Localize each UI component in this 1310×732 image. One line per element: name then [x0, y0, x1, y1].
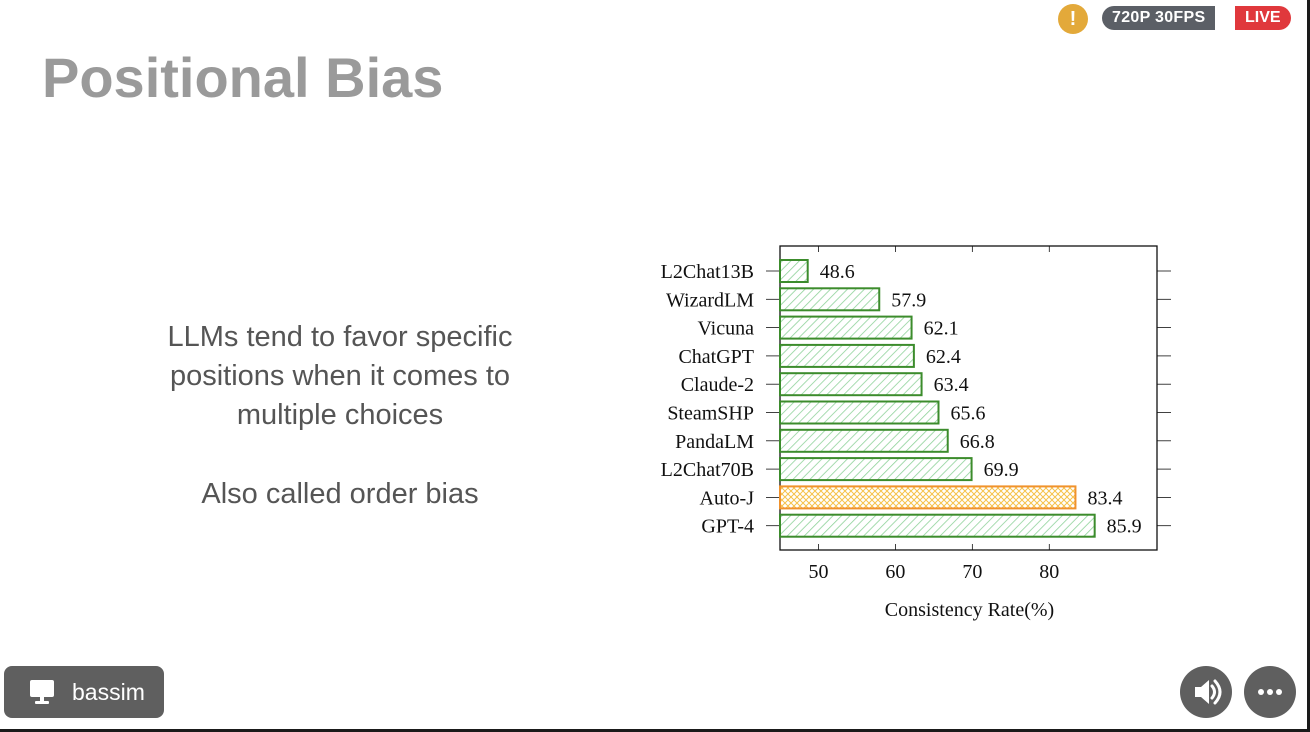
category-label: GPT-4 [701, 516, 754, 538]
x-tick-label: 70 [962, 561, 982, 583]
bar-claude-2 [779, 372, 923, 397]
bar-auto-j [779, 485, 1077, 510]
category-label: PandaLM [675, 431, 754, 453]
category-label: SteamSHP [667, 403, 754, 425]
value-label: 57.9 [891, 289, 926, 311]
category-label: L2Chat70B [661, 459, 754, 481]
value-label: 65.6 [950, 403, 985, 425]
more-options-button[interactable] [1244, 666, 1296, 718]
category-label: Claude-2 [681, 374, 754, 396]
bar-chatgpt [779, 343, 915, 368]
value-label: 48.6 [820, 261, 855, 283]
bullet-text-2: Also called order bias [201, 478, 479, 510]
bullet-spacer [120, 435, 560, 475]
presenter-chip[interactable]: bassim [4, 666, 164, 718]
plot-frame [779, 245, 1158, 551]
live-badge: LIVE [1235, 6, 1291, 30]
consistency-rate-bar-chart: 50 60 70 80 Consistency Rate(%) L2Chat13B 48.6… [661, 245, 1171, 621]
audio-button[interactable] [1180, 666, 1232, 718]
bar-vicuna [779, 315, 913, 340]
bar-pandalm [779, 428, 949, 453]
value-label: 63.4 [934, 374, 969, 396]
presenter-name: bassim [72, 679, 145, 705]
bar-gpt-4 [779, 513, 1096, 538]
category-label: Vicuna [697, 318, 754, 340]
category-label: Auto-J [700, 487, 755, 509]
more-horizontal-icon [1244, 689, 1296, 722]
speaker-icon [1180, 679, 1232, 722]
bullet-text-1: LLMs tend to favor specific positions wh… [167, 321, 513, 431]
x-tick-label: 50 [808, 561, 828, 583]
value-label: 85.9 [1107, 516, 1142, 538]
bar-l2chat70b [779, 457, 973, 482]
screen-share-icon [28, 678, 56, 711]
value-label: 62.1 [924, 318, 959, 340]
bar-steamshp [779, 400, 940, 425]
window-border-right [1307, 0, 1310, 732]
bar-l2chat13b [779, 259, 809, 283]
stream-quality-badge: 720P 30FPS [1102, 6, 1216, 30]
value-label: 83.4 [1087, 487, 1122, 509]
bar-wizardlm [779, 287, 881, 312]
value-label: 66.8 [960, 431, 995, 453]
chart-plot-layer: 50 60 70 80 Consistency Rate(%) L2Chat13B 48.6… [661, 245, 1171, 621]
value-label: 69.9 [984, 459, 1019, 481]
slide-title: Positional Bias [42, 46, 444, 109]
category-label: L2Chat13B [661, 261, 754, 283]
slide-body: LLMs tend to favor specific positions wh… [120, 318, 560, 514]
exclamation-icon[interactable]: ! [1058, 4, 1088, 34]
category-label: WizardLM [666, 289, 754, 311]
window-border-bottom [0, 729, 1310, 732]
x-tick-label: 60 [885, 561, 905, 583]
x-tick-label: 80 [1039, 561, 1059, 583]
category-label: ChatGPT [678, 346, 754, 368]
value-label: 62.4 [926, 346, 961, 368]
x-axis-label: Consistency Rate(%) [885, 599, 1054, 621]
